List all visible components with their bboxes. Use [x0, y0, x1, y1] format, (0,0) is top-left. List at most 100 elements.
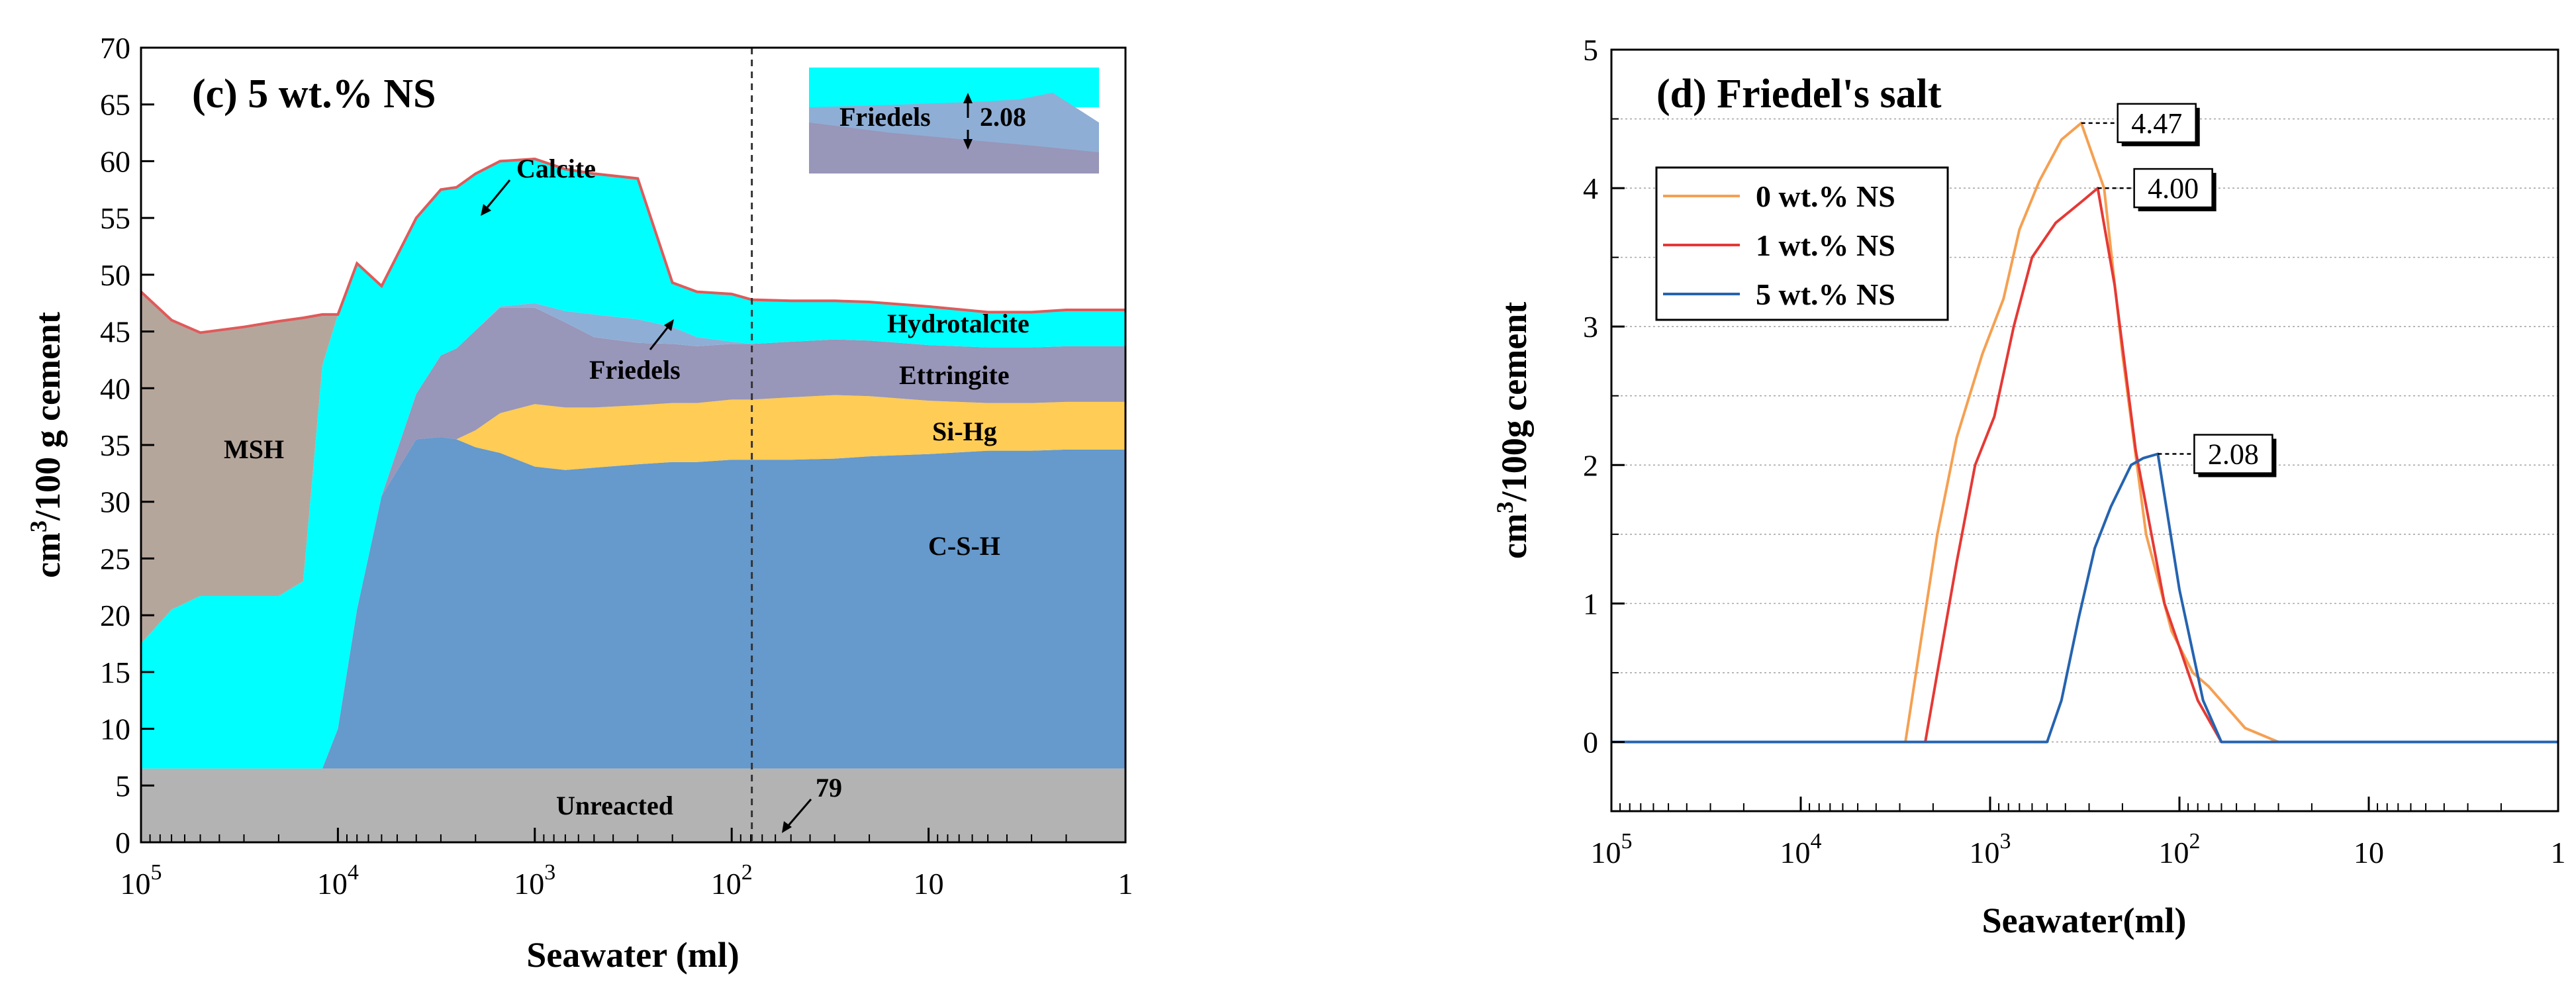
d-y-tick-label: 4 [1583, 172, 1598, 205]
c-x-tick-base: 1 [1118, 867, 1133, 901]
d-line-series-0 [1611, 121, 2558, 744]
c-x-axis-title: Seawater (ml) [526, 935, 739, 975]
c-x-tick-base: 10 [711, 867, 741, 901]
d-annotation-label: 4.47 [2131, 107, 2182, 140]
c-x-tick-exponent: 5 [151, 860, 162, 885]
c-label-msh: MSH [224, 434, 284, 464]
d-x-tick-base: 10 [1591, 836, 1621, 869]
c-inset-arrowhead-down [963, 139, 973, 150]
d-y-tick-label: 0 [1583, 725, 1598, 759]
d-x-tick-base: 10 [1780, 836, 1811, 869]
panel-c-area-chart: Friedels 2.08 MSH Calcite Friedels Hydro… [25, 31, 1133, 975]
c-y-tick-label: 35 [100, 428, 130, 462]
c-y-tick-label: 25 [100, 542, 130, 575]
c-y-tick-label: 60 [100, 144, 130, 178]
d-x-tick-base: 10 [2354, 836, 2384, 869]
c-label-calcite: Calcite [516, 154, 596, 183]
d-plot-frame [1610, 48, 2559, 812]
c-inset-value-label: 2.08 [980, 102, 1026, 132]
c-x-tick-label: 104 [317, 860, 359, 901]
c-x-tick-label: 103 [514, 860, 555, 901]
c-y-tick-label: 55 [100, 201, 130, 235]
c-y-tick-label: 40 [100, 371, 130, 405]
c-y-tick-label: 65 [100, 88, 130, 122]
d-x-tick-label: 102 [2159, 829, 2201, 869]
d-legend-label-0: 0 wt.% NS [1756, 179, 1895, 213]
c-calcite-pointer-head [481, 204, 491, 216]
c-marker-pointer-head [782, 821, 792, 833]
c-y-tick-label: 50 [100, 258, 130, 292]
d-annotation-label: 4.00 [2148, 172, 2199, 205]
c-x-tick-base: 10 [120, 867, 151, 901]
c-calcite-pointer-line [483, 179, 511, 211]
d-x-tick-label: 10 [2354, 836, 2384, 869]
c-y-tick-label: 0 [115, 826, 130, 860]
d-x-tick-label: 1 [2551, 836, 2566, 869]
c-label-friedels: Friedels [589, 355, 681, 385]
c-marker-label: 79 [816, 773, 842, 803]
d-x-axis-title: Seawater(ml) [1982, 901, 2187, 940]
d-x-tick-exponent: 5 [1621, 829, 1633, 854]
c-friedels-pointer-head [664, 319, 674, 331]
c-area-msh [141, 159, 1125, 644]
c-x-tick-label: 10 [914, 867, 944, 901]
c-x-tick-label: 1 [1118, 867, 1133, 901]
c-x-tick-base: 10 [317, 867, 348, 901]
d-y-tick-label: 1 [1583, 587, 1598, 620]
c-plot-frame [140, 46, 1127, 844]
c-y-tick-label: 30 [100, 485, 130, 519]
c-label-ettringite: Ettringite [899, 360, 1010, 390]
d-x-tick-base: 10 [2159, 836, 2189, 869]
c-friedels-inset: Friedels 2.08 [809, 68, 1099, 173]
c-y-tick-label: 70 [100, 31, 130, 65]
c-inset-arrowhead-up [963, 93, 973, 103]
c-y-tick-label: 10 [100, 713, 130, 746]
c-stacked-areas [140, 157, 1125, 842]
d-y-axis-title: cm3/100g cement [1492, 302, 1534, 559]
d-x-tick-label: 103 [1970, 829, 2011, 869]
d-annotation-label: 2.08 [2208, 438, 2259, 471]
d-y-tick-label: 2 [1583, 448, 1598, 482]
d-legend: 0 wt.% NS 1 wt.% NS 5 wt.% NS [1655, 166, 1949, 321]
d-line-series-2 [1611, 452, 2558, 744]
c-y-tick-label: 45 [100, 315, 130, 349]
c-label-si-hg: Si-Hg [932, 417, 997, 446]
d-y-tick-label: 5 [1583, 33, 1598, 67]
c-label-unreacted: Unreacted [556, 791, 673, 820]
c-area-ettringite [141, 307, 1125, 769]
d-series-lines [1611, 121, 2558, 744]
c-panel-title: (c) 5 wt.% NS [192, 72, 436, 117]
d-x-tick-label: 104 [1780, 829, 1822, 869]
c-area-si-hg [141, 395, 1125, 769]
c-x-tick-exponent: 4 [348, 860, 359, 885]
c-label-hydrotalcite: Hydrotalcite [887, 309, 1029, 338]
c-y-axis-title: cm3/100 g cement [25, 312, 68, 578]
c-y-tick-label: 15 [100, 656, 130, 689]
d-gridlines [1611, 49, 2558, 743]
d-legend-label-2: 5 wt.% NS [1756, 277, 1895, 311]
d-annotation-box [2133, 168, 2213, 209]
c-inset-friedels-label: Friedels [839, 102, 931, 132]
c-y-tick-label: 5 [115, 769, 130, 803]
c-x-tick-label: 105 [120, 860, 162, 901]
d-x-tick-exponent: 4 [1811, 829, 1822, 854]
c-x-tick-base: 10 [914, 867, 944, 901]
c-inset-ettringite-band [809, 123, 1099, 173]
c-x-tick-label: 102 [711, 860, 753, 901]
d-panel-title: (d) Friedel's salt [1656, 72, 1942, 117]
c-label-c-s-h: C-S-H [928, 531, 1000, 561]
c-x-tick-exponent: 2 [741, 860, 753, 885]
d-annotation-box [2193, 434, 2273, 474]
d-x-tick-label: 105 [1591, 829, 1633, 869]
c-area-c-s-h [141, 437, 1125, 769]
d-legend-label-1: 1 wt.% NS [1756, 228, 1895, 262]
d-line-series-1 [1611, 187, 2558, 744]
c-y-tick-label: 20 [100, 599, 130, 632]
c-marker-pointer-line [785, 799, 812, 828]
d-annotation-box [2117, 103, 2197, 144]
d-y-tick-label: 3 [1583, 310, 1598, 344]
d-peak-annotations: 4.47 4.00 2.08 [2081, 103, 2277, 477]
